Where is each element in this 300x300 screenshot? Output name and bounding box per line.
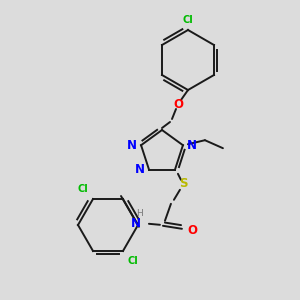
Text: Cl: Cl xyxy=(183,15,194,25)
Text: N: N xyxy=(127,139,137,152)
Text: O: O xyxy=(173,98,183,110)
Text: N: N xyxy=(131,217,141,230)
Text: H: H xyxy=(136,209,143,218)
Text: O: O xyxy=(187,224,197,237)
Text: Cl: Cl xyxy=(127,256,138,266)
Text: N: N xyxy=(187,139,197,152)
Text: Cl: Cl xyxy=(77,184,88,194)
Text: N: N xyxy=(135,163,145,176)
Text: S: S xyxy=(179,177,187,190)
